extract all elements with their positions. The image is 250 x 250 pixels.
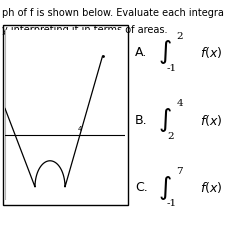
Text: 4: 4	[78, 126, 82, 132]
Text: $f(x)$: $f(x)$	[200, 112, 222, 128]
Text: 7: 7	[176, 167, 183, 176]
Text: $\int$: $\int$	[158, 106, 171, 134]
Text: $f(x)$: $f(x)$	[200, 45, 222, 60]
Bar	[2, 25, 128, 205]
Text: $\int$: $\int$	[158, 174, 171, 202]
Text: -1: -1	[167, 64, 177, 73]
Text: C.: C.	[135, 181, 148, 194]
Text: 2: 2	[167, 132, 173, 141]
Text: A.: A.	[135, 46, 147, 59]
Text: $f(x)$: $f(x)$	[200, 180, 222, 195]
Text: -1: -1	[167, 199, 177, 208]
Text: y interpreting it in terms of areas.: y interpreting it in terms of areas.	[2, 25, 168, 35]
Text: 4: 4	[176, 99, 183, 108]
Text: B.: B.	[135, 114, 147, 126]
Text: 2: 2	[176, 32, 183, 41]
Text: $\int$: $\int$	[158, 38, 171, 66]
Text: ph of f is shown below. Evaluate each integra: ph of f is shown below. Evaluate each in…	[2, 8, 224, 18]
